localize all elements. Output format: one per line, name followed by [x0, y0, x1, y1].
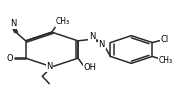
- Text: CH₃: CH₃: [158, 56, 172, 65]
- Text: OH: OH: [83, 63, 96, 72]
- Text: N: N: [98, 40, 105, 49]
- Text: N: N: [89, 32, 95, 41]
- Text: N: N: [10, 19, 17, 28]
- Text: N: N: [46, 62, 53, 71]
- Text: O: O: [6, 54, 13, 63]
- Text: Cl: Cl: [161, 35, 169, 44]
- Text: CH₃: CH₃: [56, 17, 70, 26]
